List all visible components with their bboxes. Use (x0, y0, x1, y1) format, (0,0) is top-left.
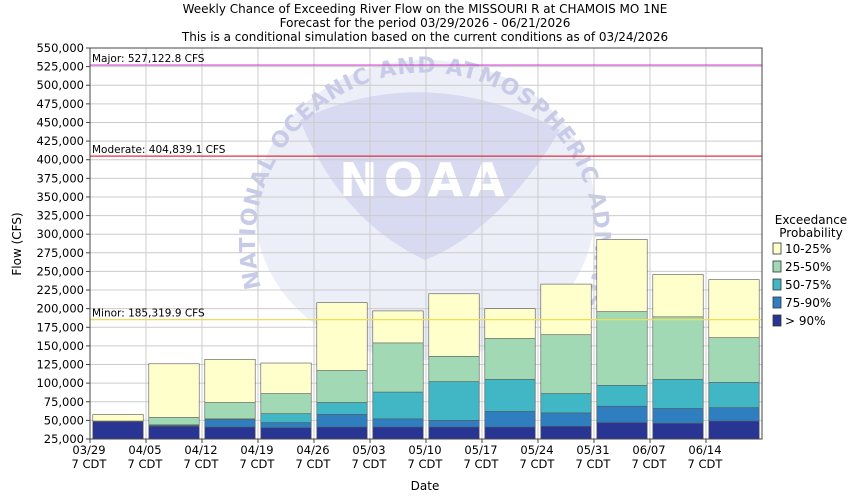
x-tick-label: 05/10 (408, 443, 441, 457)
legend-title-2: Probability (779, 226, 842, 240)
legend-label: 25-50% (785, 260, 831, 274)
y-tick-label: 550,000 (36, 41, 84, 55)
bar-04-26-90 (316, 426, 368, 440)
x-tick-sublabel: 7 CDT (632, 457, 668, 471)
threshold-lines: Major: 527,122.8 CFS Moderate: 404,839.1 … (90, 53, 762, 321)
x-tick-label: 03/29 (72, 443, 105, 457)
y-axis-label: Flow (CFS) (10, 212, 24, 275)
x-tick-sublabel: 7 CDT (464, 457, 500, 471)
y-tick-label: 25,000 (44, 432, 84, 446)
y-tick-label: 325,000 (36, 209, 84, 223)
x-tick-label: 05/31 (576, 443, 609, 457)
grid-lines (89, 47, 763, 440)
y-tick-label: 75,000 (44, 395, 84, 409)
x-tick-label: 05/03 (352, 443, 385, 457)
legend-label: > 90% (785, 314, 826, 328)
y-tick-label: 350,000 (36, 190, 84, 204)
bar-06-07-90 (652, 423, 704, 440)
watermark-bird (300, 92, 560, 260)
x-tick-sublabel: 7 CDT (576, 457, 612, 471)
y-tick-label: 400,000 (36, 153, 84, 167)
chart-title: Weekly Chance of Exceeding River Flow on… (181, 2, 668, 44)
legend-swatch (772, 296, 782, 309)
x-tick-sublabel: 7 CDT (296, 457, 332, 471)
y-tick-label: 450,000 (36, 115, 84, 129)
bar-05-03-90 (372, 426, 424, 440)
y-tick-label: 125,000 (36, 358, 84, 372)
bar-05-10-90 (428, 426, 480, 440)
bar-05-24-90 (540, 426, 592, 440)
y-tick-labels: 25,000 50,000 75,000 100,000 125,000 150,000 1… (36, 41, 90, 446)
legend-swatch (772, 278, 782, 291)
y-tick-label: 250,000 (36, 264, 84, 278)
threshold-label-1: Moderate: 404,839.1 CFS (92, 144, 226, 156)
x-tick-label: 05/17 (464, 443, 497, 457)
legend-swatch (772, 242, 782, 255)
x-tick-sublabel: 7 CDT (408, 457, 444, 471)
y-tick-label: 275,000 (36, 246, 84, 260)
threshold-label-2: Minor: 185,319.9 CFS (92, 308, 205, 320)
x-tick-sublabel: 7 CDT (240, 457, 276, 471)
x-tick-sublabel: 7 CDT (128, 457, 164, 471)
x-tick-label: 06/14 (688, 443, 721, 457)
threshold-label-0: Major: 527,122.8 CFS (92, 53, 205, 65)
x-tick-label: 06/07 (632, 443, 665, 457)
x-tick-sublabel: 7 CDT (352, 457, 388, 471)
legend-label: 75-90% (785, 296, 831, 310)
x-tick-sublabel: 7 CDT (72, 457, 108, 471)
x-tick-label: 04/12 (184, 443, 217, 457)
y-tick-label: 375,000 (36, 171, 84, 185)
y-tick-label: 475,000 (36, 97, 84, 111)
bar-04-12-90 (204, 426, 256, 440)
legend-label: 50-75% (785, 278, 831, 292)
bar-04-19-90 (260, 427, 312, 440)
y-tick-label: 50,000 (44, 413, 84, 427)
y-tick-label: 300,000 (36, 227, 84, 241)
x-tick-sublabel: 7 CDT (520, 457, 556, 471)
y-tick-label: 500,000 (36, 78, 84, 92)
title-line-1: Weekly Chance of Exceeding River Flow on… (183, 2, 668, 16)
legend-title-1: Exceedance (775, 213, 847, 227)
y-tick-label: 525,000 (36, 60, 84, 74)
bar-03-29-90 (92, 421, 144, 440)
title-line-2: Forecast for the period 03/29/2026 - 06/… (280, 16, 571, 30)
x-tick-label: 04/19 (240, 443, 273, 457)
x-tick-label: 04/26 (296, 443, 329, 457)
bar-04-05-90 (148, 426, 200, 440)
x-tick-label: 05/24 (520, 443, 553, 457)
y-tick-label: 150,000 (36, 339, 84, 353)
x-tick-sublabel: 7 CDT (184, 457, 220, 471)
y-tick-label: 225,000 (36, 283, 84, 297)
y-tick-label: 175,000 (36, 320, 84, 334)
x-tick-sublabel: 7 CDT (688, 457, 724, 471)
x-axis-label: Date (411, 479, 440, 493)
legend-swatch (772, 260, 782, 273)
watermark-logo: NOAA (339, 153, 511, 207)
bar-05-17-90 (484, 426, 536, 440)
y-tick-label: 425,000 (36, 134, 84, 148)
x-tick-label: 04/05 (128, 443, 161, 457)
bar-05-31-90 (596, 422, 648, 440)
y-tick-label: 200,000 (36, 302, 84, 316)
legend-label: 10-25% (785, 242, 831, 256)
title-line-3: This is a conditional simulation based o… (181, 30, 668, 44)
bar-06-14-90 (708, 420, 760, 440)
legend-swatch (772, 314, 782, 327)
y-tick-label: 100,000 (36, 376, 84, 390)
